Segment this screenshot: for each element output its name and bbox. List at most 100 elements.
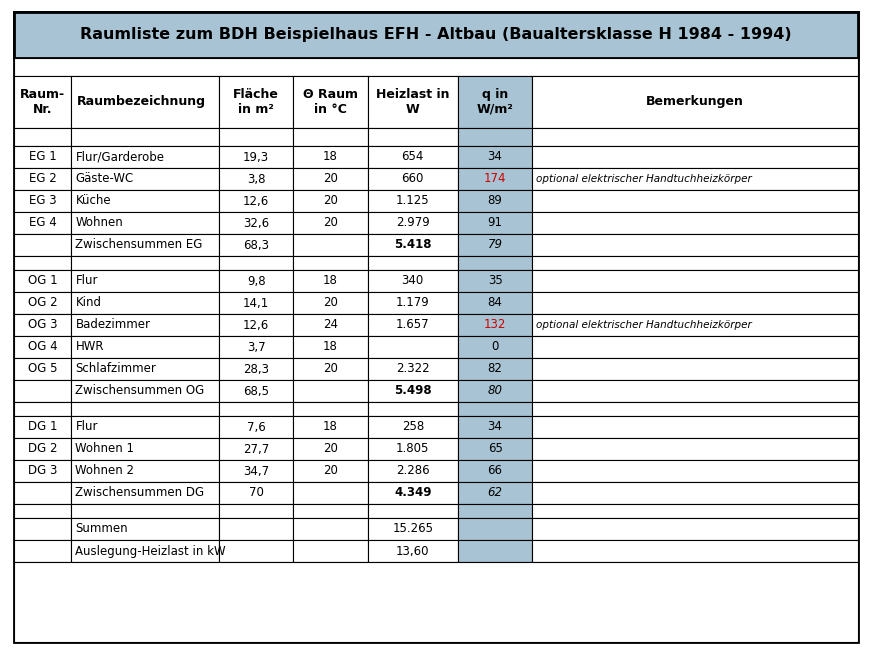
Text: Gäste-WC: Gäste-WC xyxy=(75,173,133,186)
Text: 1.657: 1.657 xyxy=(396,318,430,332)
Text: Summen: Summen xyxy=(75,523,128,536)
Bar xyxy=(293,270,368,292)
Bar xyxy=(219,190,293,212)
Bar xyxy=(458,314,532,336)
Bar xyxy=(219,402,293,416)
Text: 3,7: 3,7 xyxy=(247,341,266,354)
Text: 12,6: 12,6 xyxy=(243,318,269,332)
Text: 84: 84 xyxy=(487,296,502,309)
Bar xyxy=(72,314,219,336)
Text: 20: 20 xyxy=(323,362,338,375)
Bar xyxy=(14,402,72,416)
Text: Raumliste zum BDH Beispielhaus EFH - Altbau (Baualtersklasse H 1984 - 1994): Raumliste zum BDH Beispielhaus EFH - Alt… xyxy=(80,27,792,43)
Bar xyxy=(72,168,219,190)
Text: 18: 18 xyxy=(323,421,338,434)
Bar xyxy=(14,58,858,76)
Bar xyxy=(72,270,219,292)
Bar xyxy=(368,540,458,562)
Bar xyxy=(219,270,293,292)
Bar xyxy=(72,256,219,270)
Bar xyxy=(72,504,219,518)
Bar xyxy=(14,12,858,58)
Bar xyxy=(532,292,858,314)
Text: 2.322: 2.322 xyxy=(396,362,430,375)
Bar xyxy=(219,128,293,146)
Text: 18: 18 xyxy=(323,275,338,288)
Bar xyxy=(293,358,368,380)
Bar xyxy=(72,438,219,460)
Bar xyxy=(368,438,458,460)
Text: Zwischensummen DG: Zwischensummen DG xyxy=(75,487,205,500)
Bar xyxy=(458,416,532,438)
Bar xyxy=(72,416,219,438)
Bar xyxy=(293,256,368,270)
Bar xyxy=(368,460,458,482)
Bar xyxy=(532,168,858,190)
Bar xyxy=(14,562,858,642)
Bar xyxy=(14,128,72,146)
Bar xyxy=(293,438,368,460)
Text: 132: 132 xyxy=(484,318,507,332)
Bar xyxy=(368,358,458,380)
Bar xyxy=(532,76,858,128)
Bar xyxy=(532,212,858,234)
Bar xyxy=(72,146,219,168)
Bar xyxy=(532,128,858,146)
Bar xyxy=(368,128,458,146)
Text: 20: 20 xyxy=(323,443,338,455)
Bar xyxy=(368,504,458,518)
Bar xyxy=(14,234,72,256)
Text: 91: 91 xyxy=(487,216,502,230)
Bar xyxy=(293,212,368,234)
Text: Heizlast in
W: Heizlast in W xyxy=(376,88,450,116)
Text: 70: 70 xyxy=(249,487,263,500)
Bar xyxy=(368,270,458,292)
Bar xyxy=(532,416,858,438)
Text: 340: 340 xyxy=(402,275,424,288)
Bar xyxy=(14,518,72,540)
Bar xyxy=(458,256,532,270)
Text: 24: 24 xyxy=(323,318,338,332)
Bar xyxy=(293,146,368,168)
Bar xyxy=(293,168,368,190)
Text: 19,3: 19,3 xyxy=(243,150,269,164)
Bar xyxy=(72,460,219,482)
Bar xyxy=(14,358,72,380)
Bar xyxy=(14,168,72,190)
Text: Fläche
in m²: Fläche in m² xyxy=(234,88,279,116)
Bar xyxy=(532,402,858,416)
Bar xyxy=(458,358,532,380)
Text: 80: 80 xyxy=(487,385,502,398)
Text: Θ Raum
in °C: Θ Raum in °C xyxy=(303,88,358,116)
Bar xyxy=(14,190,72,212)
Bar xyxy=(293,234,368,256)
Text: Flur: Flur xyxy=(75,421,98,434)
Text: 18: 18 xyxy=(323,341,338,354)
Bar xyxy=(368,292,458,314)
Bar xyxy=(368,380,458,402)
Text: 18: 18 xyxy=(323,150,338,164)
Text: 34: 34 xyxy=(487,421,502,434)
Bar xyxy=(368,416,458,438)
Bar xyxy=(219,336,293,358)
Text: 20: 20 xyxy=(323,296,338,309)
Text: Flur/Garderobe: Flur/Garderobe xyxy=(75,150,165,164)
Bar xyxy=(219,76,293,128)
Bar xyxy=(219,256,293,270)
Bar xyxy=(14,336,72,358)
Text: Wohnen: Wohnen xyxy=(75,216,123,230)
Text: 13,60: 13,60 xyxy=(396,545,430,557)
Bar xyxy=(458,438,532,460)
Text: 12,6: 12,6 xyxy=(243,194,269,207)
Bar xyxy=(368,314,458,336)
Bar xyxy=(532,380,858,402)
Bar xyxy=(219,540,293,562)
Bar xyxy=(532,190,858,212)
Text: Küche: Küche xyxy=(75,194,111,207)
Bar xyxy=(368,190,458,212)
Bar xyxy=(293,190,368,212)
Bar xyxy=(368,402,458,416)
Bar xyxy=(532,358,858,380)
Text: 1.179: 1.179 xyxy=(396,296,430,309)
Bar xyxy=(458,504,532,518)
